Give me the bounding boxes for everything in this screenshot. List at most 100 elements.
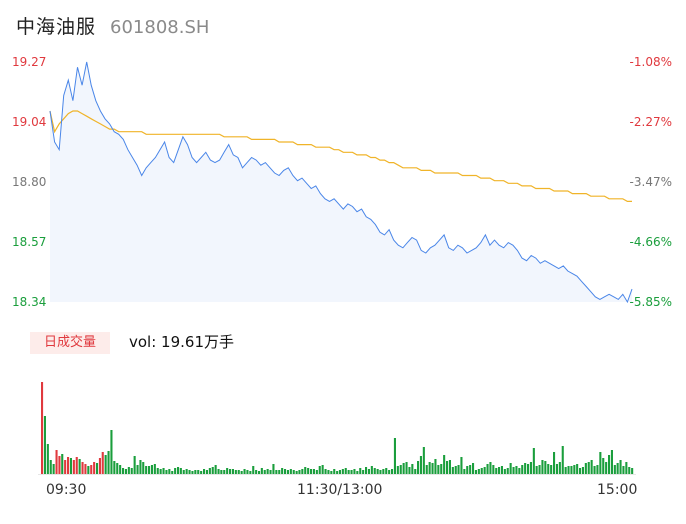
volume-bar: [96, 463, 99, 474]
y-right-tick: -1.08%: [629, 55, 672, 69]
volume-bar: [367, 469, 370, 474]
volume-bar: [295, 471, 298, 474]
volume-bar: [422, 447, 425, 474]
volume-bar: [145, 466, 148, 474]
volume-bar: [72, 460, 75, 474]
volume-bar: [625, 462, 628, 474]
volume-bar: [200, 471, 203, 474]
volume-bar: [324, 469, 327, 474]
volume-bar: [443, 455, 446, 474]
volume-bar: [486, 464, 489, 474]
volume-bar: [179, 468, 182, 474]
volume-bar: [535, 466, 538, 474]
volume-bar: [55, 450, 58, 474]
volume-bar: [356, 471, 359, 474]
volume-bar: [260, 468, 263, 474]
volume-bar: [43, 416, 46, 474]
volume-bar: [240, 471, 243, 474]
volume-bar: [177, 467, 180, 474]
volume-bar: [286, 470, 289, 474]
volume-bar: [101, 452, 104, 474]
volume-bar: [460, 457, 463, 474]
volume-bar: [127, 467, 130, 474]
volume-bar: [408, 467, 411, 474]
volume-bar: [463, 469, 466, 474]
volume-bar: [425, 465, 428, 474]
y-right-tick: -2.27%: [629, 115, 672, 129]
volume-bar: [521, 465, 524, 474]
volume-bar: [448, 460, 451, 474]
volume-bar: [84, 464, 87, 474]
volume-bar: [223, 470, 226, 474]
volume-bar: [124, 469, 127, 474]
volume-bar: [503, 469, 506, 474]
volume-bar: [616, 463, 619, 474]
volume-bar: [399, 465, 402, 474]
volume-bar: [52, 464, 55, 474]
volume-bar: [382, 469, 385, 474]
volume-bar: [208, 468, 211, 474]
y-right-tick: -5.85%: [629, 295, 672, 309]
volume-bar: [492, 465, 495, 474]
volume-bar: [139, 460, 142, 474]
stock-header: 中海油服 601808.SH: [16, 12, 209, 40]
volume-bar: [46, 444, 49, 474]
volume-bar: [61, 454, 64, 474]
volume-bar: [602, 458, 605, 474]
volume-bar: [405, 462, 408, 474]
y-left-tick: 18.34: [12, 295, 47, 309]
volume-bar: [593, 466, 596, 474]
volume-bar: [185, 469, 188, 474]
volume-bar: [515, 466, 518, 474]
volume-bar: [229, 469, 232, 474]
volume-bar: [231, 469, 234, 474]
volume-bar: [353, 469, 356, 474]
volume-bar: [110, 430, 113, 474]
volume-bar: [188, 470, 191, 474]
volume-bar: [113, 461, 116, 474]
volume-bar: [619, 460, 622, 474]
x-tick: 09:30: [46, 482, 87, 498]
volume-bar: [292, 470, 295, 474]
volume-bar: [434, 459, 437, 474]
volume-bar: [474, 470, 477, 474]
volume-bar: [341, 469, 344, 474]
volume-bar: [610, 450, 613, 474]
volume-bar: [298, 470, 301, 474]
volume-bar: [217, 469, 220, 474]
volume-bar: [576, 464, 579, 474]
volume-bar: [203, 469, 206, 474]
volume-bar: [376, 469, 379, 474]
volume-bar: [379, 470, 382, 474]
volume-bar: [142, 462, 145, 474]
volume-bar: [570, 466, 573, 474]
volume-bar: [107, 451, 110, 474]
volume-bar: [370, 466, 373, 474]
volume-bar: [538, 465, 541, 474]
volume-bar: [584, 463, 587, 474]
volume-bar: [483, 467, 486, 474]
volume-bar: [489, 462, 492, 474]
volume-bar: [344, 468, 347, 474]
volume-bar: [165, 470, 168, 474]
volume-bar: [194, 470, 197, 474]
volume-bar: [440, 464, 443, 474]
volume-bar: [457, 465, 460, 474]
volume-bar: [391, 469, 394, 474]
volume-bar: [327, 470, 330, 474]
volume-bar: [211, 467, 214, 474]
volume-bar: [255, 470, 258, 474]
volume-bar: [359, 468, 362, 474]
volume-bar: [304, 467, 307, 474]
volume-bar: [567, 466, 570, 474]
volume-bar: [350, 470, 353, 474]
volume-bar: [469, 465, 472, 474]
daily-volume-tab[interactable]: 日成交量: [30, 332, 110, 354]
volume-bar: [87, 466, 90, 474]
volume-bar: [310, 469, 313, 474]
volume-bar: [411, 464, 414, 474]
volume-bar: [263, 470, 266, 474]
volume-bar: [561, 446, 564, 474]
volume-bar: [226, 468, 229, 474]
volume-bar: [93, 462, 96, 474]
